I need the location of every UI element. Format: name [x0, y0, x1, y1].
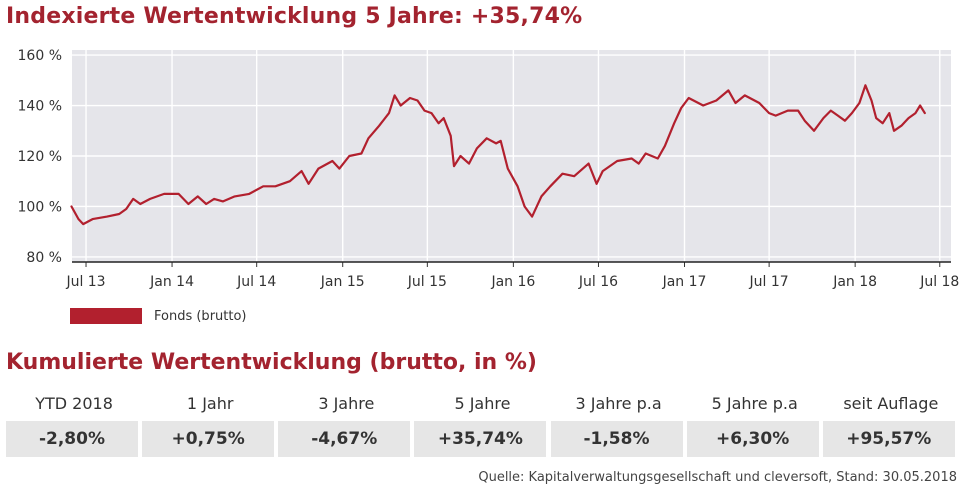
x-tick-label: Jan 18	[832, 274, 877, 290]
x-tick-label: Jan 15	[320, 274, 365, 290]
header-3-jahre: 3 Jahre	[318, 394, 375, 413]
x-tick-label: Jul 18	[919, 274, 959, 290]
legend-label: Fonds (brutto)	[154, 308, 247, 324]
header-5-jahre-pa: 5 Jahre p.a	[711, 394, 798, 413]
value-3-jahre: -4,67%	[278, 421, 411, 457]
y-tick-label: 120 %	[18, 149, 62, 165]
performance-table: YTD 2018 1 Jahr 3 Jahre 5 Jahre 3 Jahre …	[6, 392, 959, 457]
performance-table-values: -2,80% +0,75% -4,67% +35,74% -1,58% +6,3…	[6, 421, 959, 457]
y-tick-label: 100 %	[18, 199, 62, 215]
value-3-jahre-pa: -1,58%	[550, 421, 683, 457]
y-tick-label: 140 %	[18, 99, 62, 115]
chart-title: Indexierte Wertentwicklung 5 Jahre: +35,…	[6, 4, 583, 29]
x-tick-label: Jul 15	[407, 274, 447, 290]
x-tick-label: Jul 13	[65, 274, 105, 290]
series-line-fonds	[70, 84, 926, 226]
value-seit-auflage: +95,57%	[822, 421, 955, 457]
x-tick-label: Jul 17	[749, 274, 789, 290]
x-tick-label: Jul 14	[236, 274, 276, 290]
x-tick-label: Jan 14	[149, 274, 194, 290]
x-tick-label: Jan 17	[662, 274, 707, 290]
x-axis-ticks: Jul 13 Jan 14 Jul 14 Jan 15 Jul 15 Jan 16 Jul …	[65, 261, 959, 290]
line-chart: 80 %100 %120 %140 %160 % Jul 13 Jan 14 Jul…	[18, 48, 960, 290]
x-tick-label: Jan 16	[490, 274, 535, 290]
x-tick-label: Jul 16	[578, 274, 618, 290]
header-seit-auflage: seit Auflage	[843, 394, 939, 413]
legend-swatch	[70, 308, 142, 324]
value-ytd: -2,80%	[6, 421, 138, 457]
header-1-jahr: 1 Jahr	[186, 394, 234, 413]
source-note: Quelle: Kapitalverwaltungsgesellschaft u…	[478, 470, 957, 485]
value-1-jahr: +0,75%	[142, 421, 275, 457]
grid-layer	[72, 50, 951, 262]
y-tick-label: 160 %	[18, 48, 62, 64]
performance-table-header: YTD 2018 1 Jahr 3 Jahre 5 Jahre 3 Jahre …	[6, 392, 959, 415]
value-5-jahre: +35,74%	[414, 421, 547, 457]
header-3-jahre-pa: 3 Jahre p.a	[575, 394, 662, 413]
y-axis-ticks: 80 % 100 % 120 % 140 % 160 %	[18, 48, 62, 266]
value-5-jahre-pa: +6,30%	[686, 421, 819, 457]
header-5-jahre: 5 Jahre	[454, 394, 511, 413]
chart-legend: Fonds (brutto)	[70, 308, 247, 324]
y-tick-label: 80 %	[26, 250, 62, 266]
section-title: Kumulierte Wertentwicklung (brutto, in %…	[6, 350, 537, 375]
series-layer	[70, 84, 926, 226]
header-ytd: YTD 2018	[35, 394, 113, 413]
